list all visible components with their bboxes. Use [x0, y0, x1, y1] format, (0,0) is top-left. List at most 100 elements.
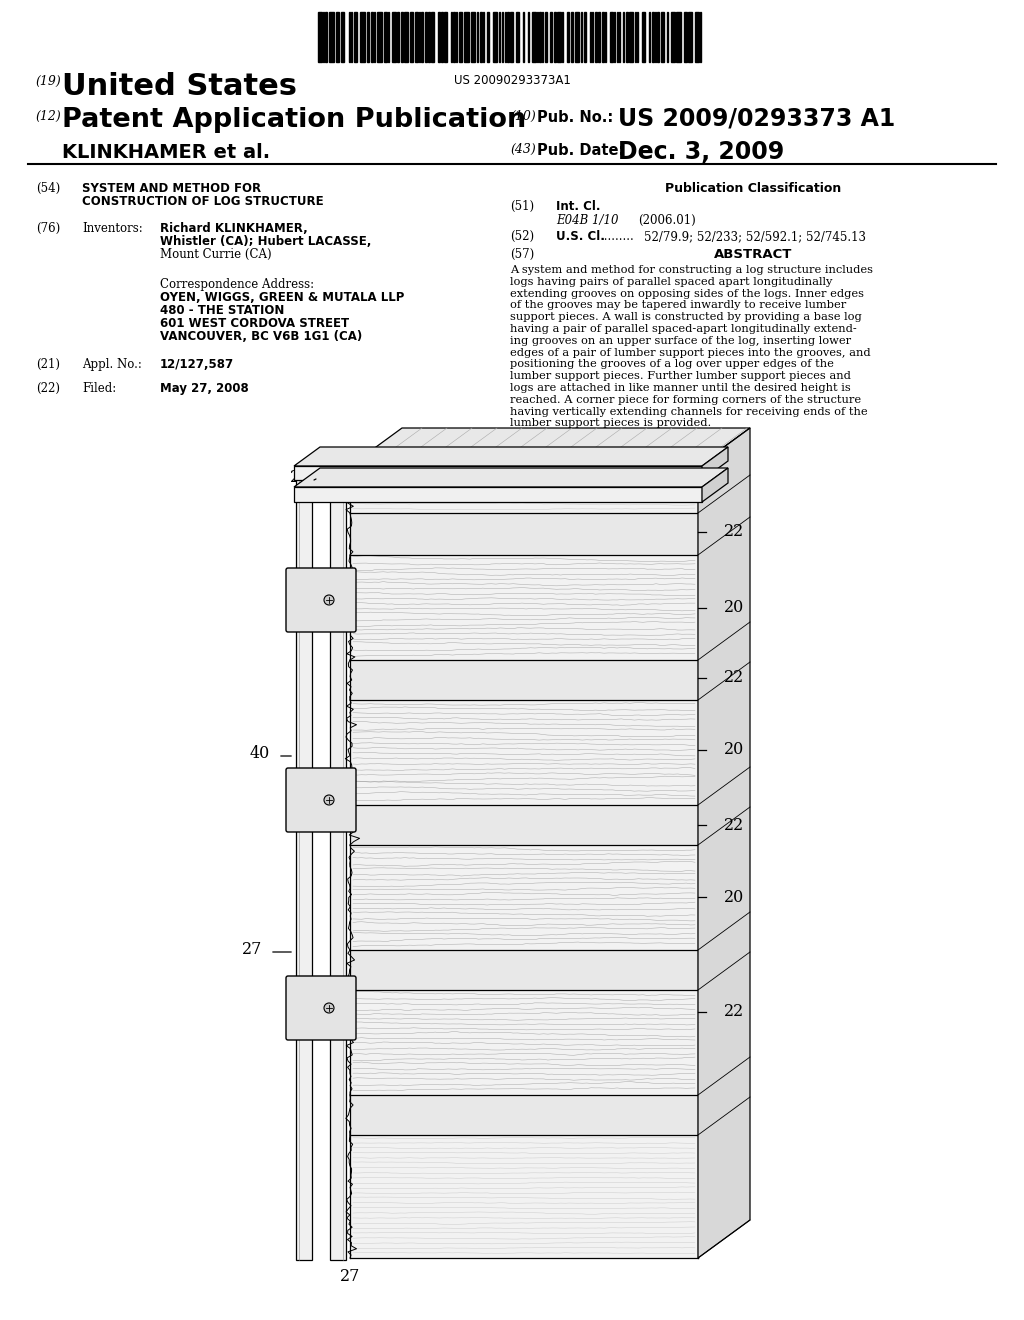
Polygon shape [296, 814, 312, 1008]
Bar [626, 12, 628, 62]
Text: (54): (54) [36, 182, 60, 195]
Text: edges of a pair of lumber support pieces into the grooves, and: edges of a pair of lumber support pieces… [510, 347, 870, 358]
Text: 20: 20 [724, 599, 744, 616]
Bar [532, 12, 536, 62]
Bar [493, 12, 497, 62]
Text: Richard KLINKHAMER,: Richard KLINKHAMER, [160, 222, 308, 235]
Text: 52/79.9; 52/233; 52/592.1; 52/745.13: 52/79.9; 52/233; 52/592.1; 52/745.13 [644, 230, 866, 243]
Text: 601 WEST CORDOVA STREET: 601 WEST CORDOVA STREET [160, 317, 349, 330]
Text: 20: 20 [724, 742, 744, 759]
Text: United States: United States [62, 73, 297, 102]
Bar [610, 12, 613, 62]
Bar [401, 12, 403, 62]
Text: 22: 22 [724, 817, 744, 833]
Text: US 20090293373A1: US 20090293373A1 [454, 74, 570, 87]
Text: Filed:: Filed: [82, 381, 117, 395]
Text: KLINKHAMER et al.: KLINKHAMER et al. [62, 143, 270, 162]
Bar [404, 12, 408, 62]
Bar [662, 12, 664, 62]
Text: Pub. Date:: Pub. Date: [537, 143, 625, 158]
Bar [392, 12, 396, 62]
Bar [354, 12, 357, 62]
Text: OYEN, WIGGS, GREEN & MUTALA LLP: OYEN, WIGGS, GREEN & MUTALA LLP [160, 290, 404, 304]
Bar [480, 12, 482, 62]
Text: having vertically extending channels for receiving ends of the: having vertically extending channels for… [510, 407, 867, 417]
Text: 40: 40 [250, 746, 270, 763]
Polygon shape [294, 466, 702, 480]
Text: Mount Currie (CA): Mount Currie (CA) [160, 248, 271, 261]
Bar [554, 12, 556, 62]
Text: 27: 27 [242, 941, 262, 958]
Bar [397, 12, 399, 62]
Text: 22: 22 [724, 524, 744, 540]
Circle shape [324, 595, 334, 605]
Bar [384, 12, 387, 62]
Circle shape [324, 1003, 334, 1012]
Polygon shape [698, 428, 750, 1258]
Polygon shape [294, 469, 728, 487]
Bar [595, 12, 597, 62]
Bar [598, 12, 600, 62]
Text: Whistler (CA); Hubert LACASSE,: Whistler (CA); Hubert LACASSE, [160, 235, 372, 248]
Text: lumber support pieces. Further lumber support pieces and: lumber support pieces. Further lumber su… [510, 371, 851, 381]
Text: reached. A corner piece for forming corners of the structure: reached. A corner piece for forming corn… [510, 395, 861, 405]
Polygon shape [350, 1135, 698, 1258]
Text: (76): (76) [36, 222, 60, 235]
Text: U.S. Cl.: U.S. Cl. [556, 230, 605, 243]
Text: A system and method for constructing a log structure includes: A system and method for constructing a l… [510, 265, 873, 275]
Bar [567, 12, 569, 62]
Bar [336, 12, 339, 62]
Bar [367, 12, 369, 62]
Polygon shape [350, 554, 698, 660]
Text: (43): (43) [510, 143, 536, 156]
Bar [671, 12, 675, 62]
Text: E04B 1/10: E04B 1/10 [556, 214, 618, 227]
Polygon shape [296, 1022, 312, 1261]
Text: Publication Classification: Publication Classification [665, 182, 841, 195]
Text: of the grooves may be tapered inwardly to receive lumber: of the grooves may be tapered inwardly t… [510, 301, 846, 310]
Text: (2006.01): (2006.01) [638, 214, 695, 227]
Bar [471, 12, 475, 62]
Bar [684, 12, 687, 62]
Text: (12): (12) [35, 110, 60, 123]
Polygon shape [702, 447, 728, 480]
Text: positioning the grooves of a log over upper edges of the: positioning the grooves of a log over up… [510, 359, 834, 370]
Circle shape [324, 795, 334, 805]
Bar [428, 12, 430, 62]
Bar [431, 12, 434, 62]
Text: (22): (22) [36, 381, 60, 395]
Text: Dec. 3, 2009: Dec. 3, 2009 [618, 140, 784, 164]
Polygon shape [350, 466, 698, 513]
Text: 27: 27 [340, 1269, 360, 1284]
Polygon shape [350, 845, 698, 950]
Text: ing grooves on an upper surface of the log, inserting lower: ing grooves on an upper surface of the l… [510, 335, 851, 346]
Polygon shape [350, 700, 698, 805]
Polygon shape [330, 814, 346, 1008]
Bar [453, 12, 455, 62]
Text: logs are attached in like manner until the desired height is: logs are attached in like manner until t… [510, 383, 851, 393]
Text: VANCOUVER, BC V6B 1G1 (CA): VANCOUVER, BC V6B 1G1 (CA) [160, 330, 362, 343]
Text: 22: 22 [724, 1003, 744, 1020]
Bar [341, 12, 344, 62]
Bar [441, 12, 443, 62]
Text: .........: ......... [601, 230, 635, 243]
Bar [438, 12, 440, 62]
Bar [410, 12, 413, 62]
Text: (52): (52) [510, 230, 535, 243]
Bar [464, 12, 469, 62]
Bar [688, 12, 692, 62]
Text: 12/127,587: 12/127,587 [160, 358, 234, 371]
Text: ABSTRACT: ABSTRACT [714, 248, 793, 261]
Bar [550, 12, 552, 62]
Bar [325, 12, 327, 62]
Text: 20: 20 [724, 888, 744, 906]
Text: support pieces. A wall is constructed by providing a base log: support pieces. A wall is constructed by… [510, 313, 862, 322]
Text: having a pair of parallel spaced-apart longitudinally extend-: having a pair of parallel spaced-apart l… [510, 323, 857, 334]
Bar [629, 12, 633, 62]
Text: SYSTEM AND METHOD FOR: SYSTEM AND METHOD FOR [82, 182, 261, 195]
Bar [516, 12, 519, 62]
Text: 480 - THE STATION: 480 - THE STATION [160, 304, 285, 317]
Bar [571, 12, 573, 62]
Polygon shape [350, 950, 698, 990]
Text: (19): (19) [35, 75, 60, 88]
